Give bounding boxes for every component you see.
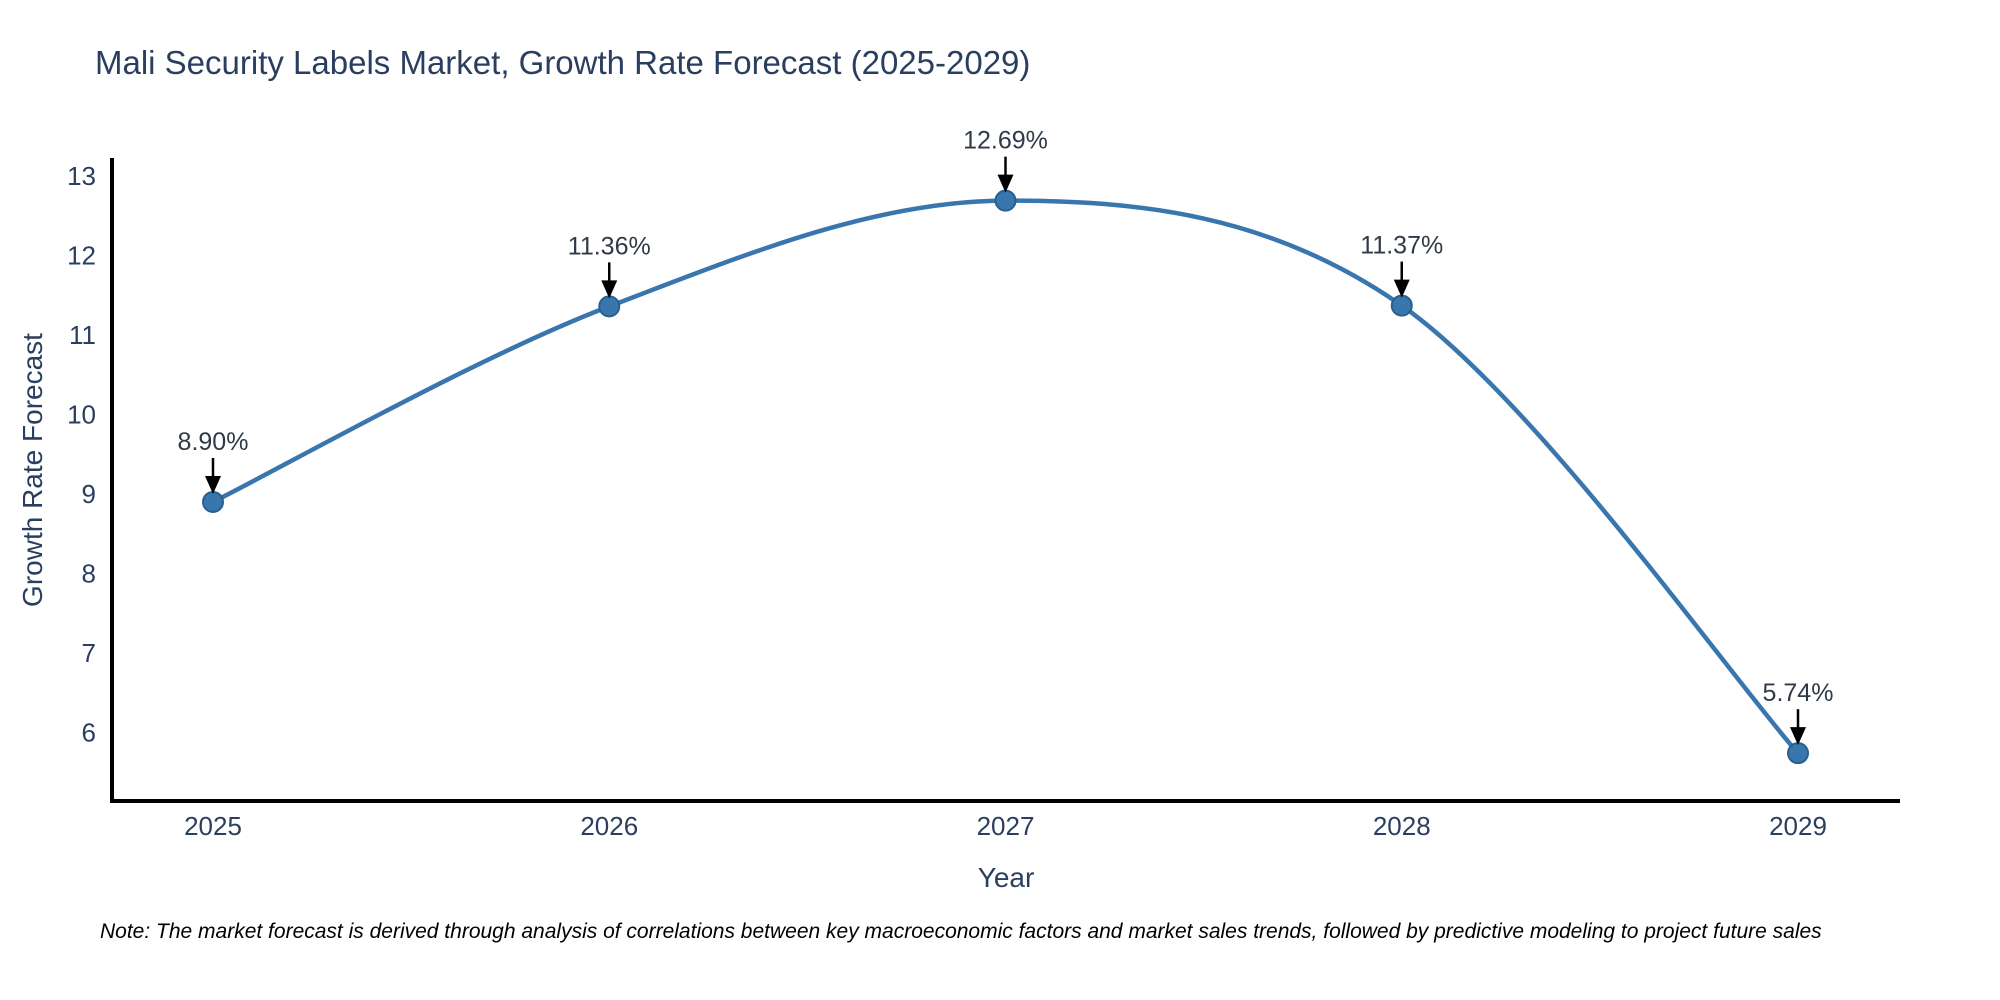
data-point [598, 295, 621, 318]
annotation-arrowhead [1790, 727, 1806, 746]
data-point [994, 189, 1017, 212]
y-tick-label: 11 [69, 320, 96, 350]
point-annotation: 5.74% [1763, 679, 1834, 707]
footnote: Note: The market forecast is derived thr… [100, 920, 1822, 943]
x-tick-label: 2026 [580, 811, 638, 841]
x-tick-label: 2028 [1373, 811, 1431, 841]
y-tick-label: 7 [82, 638, 96, 668]
x-tick-label: 2027 [977, 811, 1035, 841]
annotation-arrowhead [205, 475, 221, 494]
annotation-arrowhead [1393, 279, 1410, 298]
data-point [1390, 294, 1413, 317]
point-annotation: 12.69% [963, 127, 1048, 155]
y-tick-label: 9 [82, 479, 96, 509]
chart-line [210, 198, 1801, 756]
x-tick-label: 2025 [184, 811, 242, 841]
point-annotation: 11.37% [1360, 232, 1443, 260]
y-tick-label: 12 [67, 241, 96, 271]
y-tick-label: 6 [82, 718, 96, 748]
data-point [1787, 742, 1809, 765]
y-tick-label: 13 [67, 161, 96, 191]
x-axis-title: Year [977, 862, 1035, 893]
x-tick-label: 2029 [1769, 811, 1827, 841]
annotation-arrowhead [601, 280, 618, 299]
point-annotation: 8.90% [178, 428, 249, 456]
data-point [202, 490, 224, 513]
annotation-arrowhead [997, 174, 1014, 193]
chart-title: Mali Security Labels Market, Growth Rate… [95, 44, 1031, 81]
y-tick-label: 8 [82, 559, 96, 589]
point-annotation: 11.36% [568, 232, 651, 260]
y-tick-label: 10 [67, 400, 96, 430]
